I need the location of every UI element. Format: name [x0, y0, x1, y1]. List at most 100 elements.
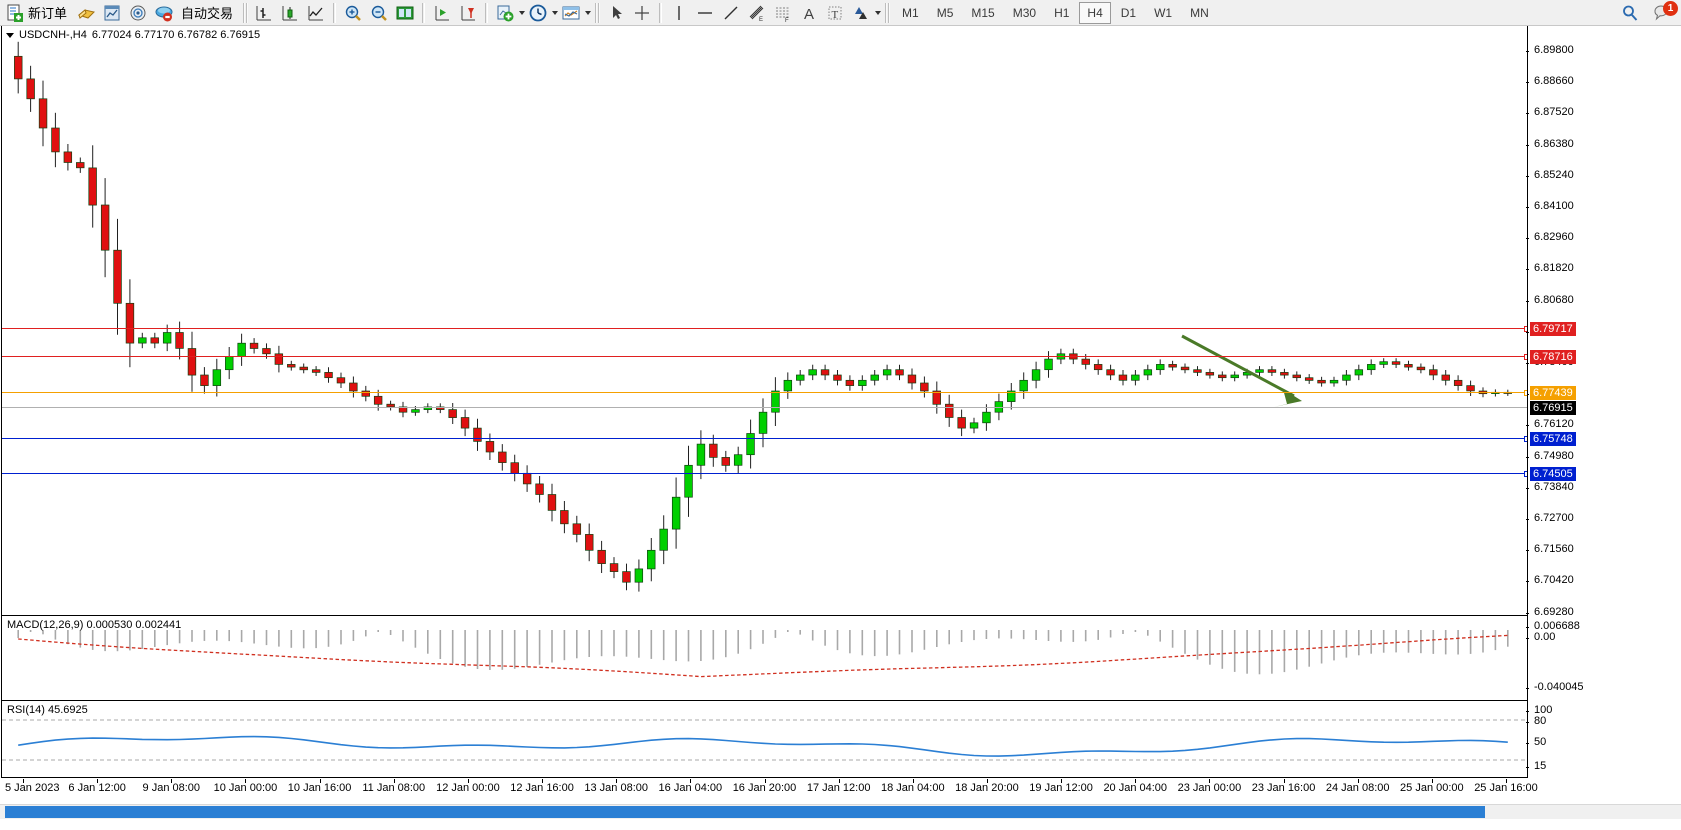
- timeframe-m5[interactable]: M5: [936, 5, 954, 20]
- timeframe-mn[interactable]: MN: [1190, 5, 1209, 20]
- trendline-icon: [724, 6, 738, 19]
- time-tick-mark: [1135, 779, 1137, 783]
- arrows-tool-button[interactable]: [848, 1, 874, 25]
- level-handle[interactable]: [1524, 390, 1527, 396]
- symbol-header: USDCNH-,H4 6.77024 6.77170 6.76782 6.769…: [6, 29, 260, 41]
- chart-plot-area[interactable]: USDCNH-,H4 6.77024 6.77170 6.76782 6.769…: [1, 26, 1528, 778]
- time-tick-mark: [319, 779, 321, 783]
- search-button[interactable]: [1617, 1, 1643, 25]
- zoom-out-button[interactable]: [366, 1, 392, 25]
- auto-scroll-button[interactable]: [455, 1, 481, 25]
- data-window-button[interactable]: [73, 1, 99, 25]
- price-tick: 6.70420: [1526, 574, 1574, 586]
- shift-start-button[interactable]: [429, 1, 455, 25]
- notifications-button[interactable]: 1: [1649, 0, 1678, 25]
- clock-icon: [529, 4, 547, 21]
- price-tick: 6.80680: [1526, 294, 1574, 306]
- level-line-resistance-2[interactable]: [2, 354, 1527, 360]
- text-icon: A: [804, 6, 814, 23]
- toolbar-right-group: 1: [1617, 0, 1678, 25]
- market-button[interactable]: [151, 1, 177, 25]
- level-line-pivot[interactable]: [2, 390, 1527, 396]
- time-axis[interactable]: 5 Jan 2023 6 Jan 12:00 9 Jan 08:00 10 Jan 0…: [1, 779, 1538, 801]
- time-tick-label: 23 Jan 00:00: [1177, 782, 1242, 794]
- cursor-tool-button[interactable]: [603, 1, 629, 25]
- templates-button[interactable]: [558, 1, 584, 25]
- level-handle[interactable]: [1524, 436, 1527, 442]
- line-chart-icon: [308, 5, 324, 20]
- chart-container[interactable]: USDCNH-,H4 6.77024 6.77170 6.76782 6.769…: [0, 26, 1681, 830]
- symbol-name: USDCNH-,H4: [19, 29, 87, 41]
- period-caret-icon[interactable]: [552, 10, 559, 15]
- template-icon: [562, 6, 580, 19]
- timeframe-m1[interactable]: M1: [902, 5, 919, 20]
- timeframe-m30[interactable]: M30: [1012, 5, 1037, 20]
- level-handle[interactable]: [1524, 471, 1527, 477]
- time-tick-mark: [171, 779, 173, 783]
- macd-panel[interactable]: MACD(12,26,9) 0.000530 0.002441: [2, 617, 1527, 701]
- equidistant-channel-button[interactable]: E: [744, 1, 770, 25]
- vertical-line-button[interactable]: [666, 1, 692, 25]
- templates-caret-icon[interactable]: [585, 10, 592, 15]
- fibonacci-button[interactable]: F: [770, 1, 796, 25]
- time-tick-mark: [1506, 779, 1507, 783]
- timeframe-w1[interactable]: W1: [1154, 5, 1173, 20]
- time-tick-mark: [1209, 779, 1211, 783]
- price-scale-axis[interactable]: 6.89800 6.88660 6.87520 6.86380 6.85240 6.841…: [1525, 26, 1681, 778]
- crosshair-tool-button[interactable]: [629, 1, 655, 25]
- svg-text:F: F: [785, 18, 789, 23]
- time-tick-label: 12 Jan 16:00: [510, 782, 574, 794]
- signals-button[interactable]: [125, 1, 151, 25]
- new-order-icon: [7, 4, 23, 22]
- add-indicator-caret-icon[interactable]: [519, 10, 526, 15]
- price-tag-current-price: 6.76915: [1530, 401, 1576, 415]
- autotrading-button[interactable]: 自动交易: [177, 1, 239, 25]
- trendline-button[interactable]: [718, 1, 744, 25]
- price-tick: 6.71560: [1526, 543, 1574, 555]
- price-tick: 6.86380: [1526, 138, 1574, 150]
- candlestick-chart-button[interactable]: [277, 1, 303, 25]
- zoom-in-button[interactable]: [340, 1, 366, 25]
- horizontal-line-button[interactable]: [692, 1, 718, 25]
- level-line-support-1[interactable]: [2, 436, 1527, 442]
- line-chart-button[interactable]: [303, 1, 329, 25]
- level-line-resistance-1[interactable]: [2, 326, 1527, 332]
- main-toolbar: 新订单 自动交易: [0, 0, 1681, 26]
- time-tick-label: 23 Jan 16:00: [1251, 782, 1316, 794]
- scrollbar-thumb[interactable]: [5, 806, 1485, 818]
- timeframe-d1[interactable]: D1: [1120, 5, 1137, 20]
- price-tick: 6.89800: [1526, 44, 1574, 56]
- text-tool-button[interactable]: A: [796, 1, 822, 25]
- toolbar-separator-4: [659, 2, 663, 23]
- data-grid-button[interactable]: [392, 1, 418, 25]
- price-panel[interactable]: USDCNH-,H4 6.77024 6.77170 6.76782 6.769…: [2, 26, 1527, 616]
- level-line-support-2[interactable]: [2, 471, 1527, 477]
- toolbar-grip-2[interactable]: [594, 2, 601, 23]
- rsi-panel[interactable]: RSI(14) 45.6925: [2, 702, 1527, 777]
- period-button[interactable]: [525, 1, 551, 25]
- level-handle[interactable]: [1524, 326, 1527, 332]
- time-tick-mark: [1357, 779, 1359, 783]
- time-tick-label: 24 Jan 08:00: [1325, 782, 1390, 794]
- timeframe-h4[interactable]: H4: [1079, 1, 1111, 24]
- time-tick-label: 17 Jan 12:00: [806, 782, 871, 794]
- chart-window-icon: [104, 5, 120, 20]
- time-tick-mark: [616, 779, 618, 783]
- charts-button[interactable]: [99, 1, 125, 25]
- chart-menu-caret-icon[interactable]: [6, 32, 14, 38]
- bar-chart-button[interactable]: [251, 1, 277, 25]
- text-label-icon: T: [828, 6, 842, 21]
- level-handle[interactable]: [1524, 354, 1527, 360]
- toolbar-grip[interactable]: [242, 2, 249, 23]
- horizontal-scrollbar[interactable]: [0, 804, 1681, 819]
- time-tick-label: 9 Jan 08:00: [142, 782, 201, 794]
- arrows-caret-icon[interactable]: [875, 10, 882, 15]
- timeframe-m15[interactable]: M15: [971, 5, 995, 20]
- text-label-button[interactable]: T: [822, 1, 848, 25]
- new-order-button[interactable]: 新订单: [2, 1, 73, 25]
- toolbar-grip-3[interactable]: [884, 2, 891, 23]
- timeframe-h1[interactable]: H1: [1054, 5, 1070, 20]
- time-tick-mark: [764, 779, 766, 783]
- grid-table-icon: [396, 6, 414, 19]
- add-indicator-button[interactable]: [492, 1, 518, 25]
